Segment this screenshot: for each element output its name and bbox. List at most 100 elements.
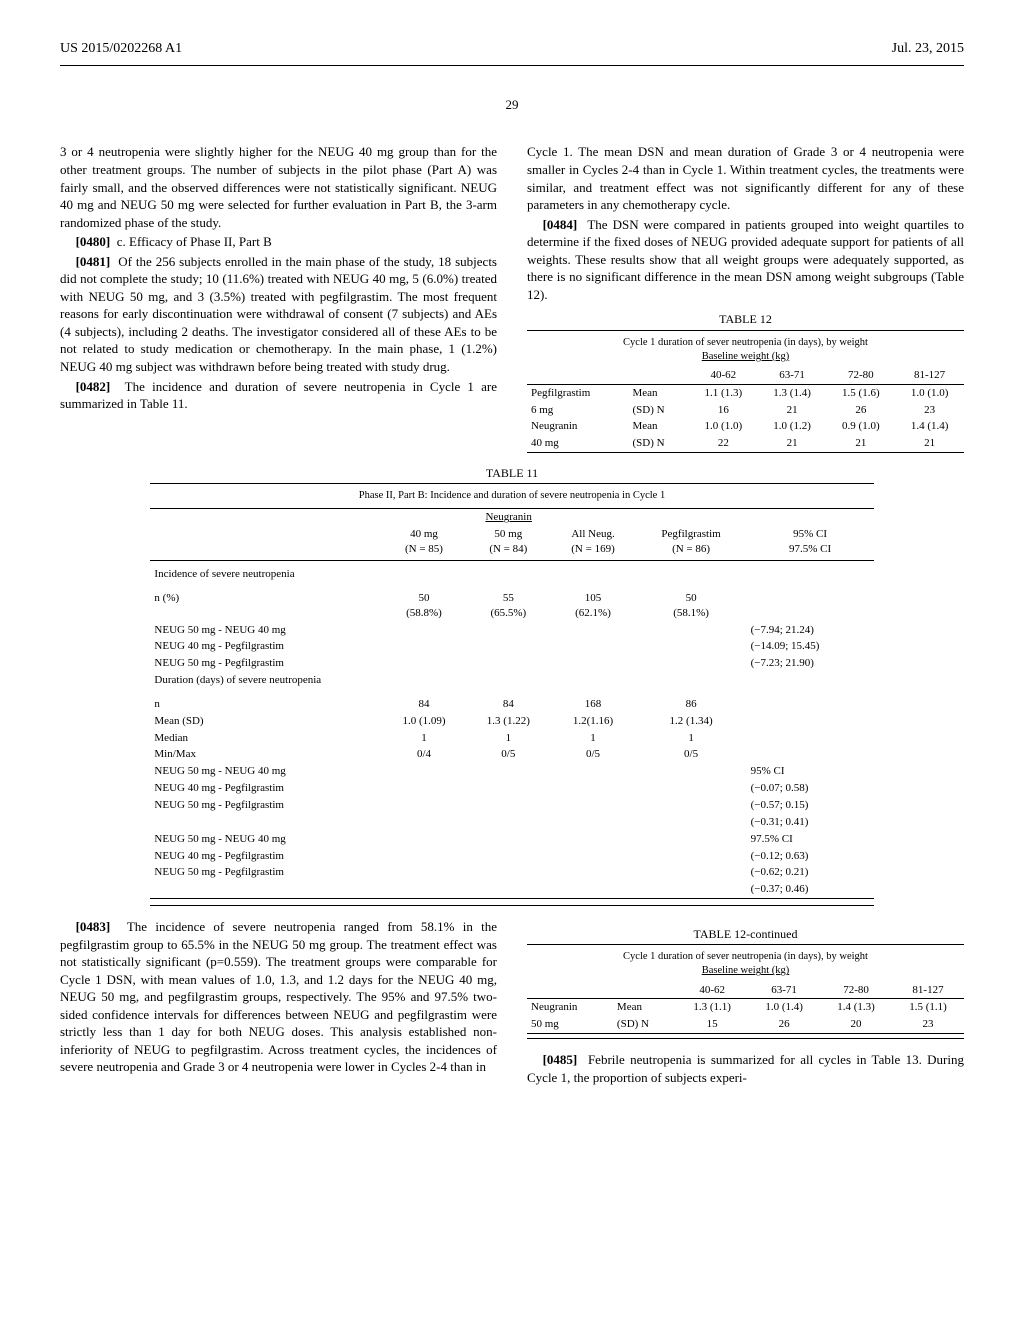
p0481: [0481] Of the 256 subjects enrolled in t… bbox=[60, 253, 497, 376]
t12c-r0-m1: Mean bbox=[613, 999, 676, 1016]
t12-r1-drug: Neugranin bbox=[527, 418, 628, 435]
p0483: [0483] The incidence of severe neutropen… bbox=[60, 918, 497, 1076]
t12-r1-v3a: 0.9 (1.0) bbox=[826, 418, 895, 435]
t12-c4: 81-127 bbox=[895, 367, 964, 384]
t11-ci2b-2-v: (−0.62; 0.21) bbox=[747, 864, 874, 881]
t11-npct-c2: 55 bbox=[503, 592, 514, 604]
t11-ci1-0-v: (−7.94; 21.24) bbox=[747, 622, 874, 639]
t11-c4: Pegfilgrastim bbox=[661, 528, 720, 540]
right-column-lower: TABLE 12-continued Cycle 1 duration of s… bbox=[527, 918, 964, 1088]
t12-r0-drug: Pegfilgrastim bbox=[531, 387, 590, 399]
p0482-num: [0482] bbox=[76, 379, 111, 394]
t11-ci2b-3-v: (−0.37; 0.46) bbox=[747, 881, 874, 898]
t12c-r0-drug: Neugranin bbox=[527, 999, 613, 1016]
t11-sec2: Duration (days) of severe neutropenia bbox=[150, 672, 381, 696]
t11-sec1: Incidence of severe neutropenia bbox=[150, 561, 381, 590]
t12c-c1: 40-62 bbox=[676, 982, 748, 999]
p0480-text: c. Efficacy of Phase II, Part B bbox=[117, 234, 272, 249]
t11-mean-c1: 1.0 (1.09) bbox=[382, 713, 466, 730]
t11-mean-l: Mean (SD) bbox=[150, 713, 381, 730]
t12-r0-m2: (SD) N bbox=[628, 402, 688, 419]
t11-ci1-1-l: NEUG 40 mg - Pegfilgrastim bbox=[150, 638, 381, 655]
t12-r1-v1a: 1.0 (1.0) bbox=[689, 418, 758, 435]
t12-cap1: Cycle 1 duration of sever neutropenia (i… bbox=[623, 337, 868, 348]
t12c-r0-v3a: 1.4 (1.3) bbox=[820, 999, 892, 1016]
t11-ci1-2-l: NEUG 50 mg - Pegfilgrastim bbox=[150, 655, 381, 672]
t11-n-l: n bbox=[150, 696, 381, 713]
p0480-num: [0480] bbox=[76, 234, 111, 249]
t12-r1-v3b: 21 bbox=[826, 435, 895, 452]
t11-c1: 40 mg bbox=[410, 528, 438, 540]
t12-r1-v4b: 21 bbox=[895, 435, 964, 452]
t12-r0-v2a: 1.3 (1.4) bbox=[758, 384, 827, 401]
t11-n-c1: 84 bbox=[382, 696, 466, 713]
right-column-upper: Cycle 1. The mean DSN and mean duration … bbox=[527, 143, 964, 453]
p-cont-right: Cycle 1. The mean DSN and mean duration … bbox=[527, 143, 964, 213]
t12-cap2: Baseline weight (kg) bbox=[702, 350, 789, 364]
table11-block: TABLE 11 Phase II, Part B: Incidence and… bbox=[60, 465, 964, 906]
t11-npct-c3b: (62.1%) bbox=[575, 607, 611, 619]
p0482-text: The incidence and duration of severe neu… bbox=[60, 379, 497, 412]
t12c-c3: 72-80 bbox=[820, 982, 892, 999]
t12-r1-v2b: 21 bbox=[758, 435, 827, 452]
t11-ci2a-1-v: (−0.07; 0.58) bbox=[747, 780, 874, 797]
t12c-r0-dose: 50 mg bbox=[527, 1016, 613, 1033]
t11-ci2b-1-v: (−0.12; 0.63) bbox=[747, 848, 874, 865]
p0485-num: [0485] bbox=[543, 1052, 578, 1067]
t11-c3: All Neug. bbox=[571, 528, 614, 540]
t12c-c2: 63-71 bbox=[748, 982, 820, 999]
t11-c2: 50 mg bbox=[494, 528, 522, 540]
t11-ci1-0-l: NEUG 50 mg - NEUG 40 mg bbox=[150, 622, 381, 639]
t11-n-c2: 84 bbox=[466, 696, 550, 713]
page-number: 29 bbox=[60, 96, 964, 114]
table12-label: TABLE 12 bbox=[527, 311, 964, 327]
t12-r0-v3a: 1.5 (1.6) bbox=[826, 384, 895, 401]
patent-id: US 2015/0202268 A1 bbox=[60, 40, 182, 59]
t11-ci2b-2-l: NEUG 50 mg - Pegfilgrastim bbox=[150, 864, 381, 881]
t12-r0-v3b: 26 bbox=[826, 402, 895, 419]
t12-r0-dose: 6 mg bbox=[527, 402, 628, 419]
table11-label: TABLE 11 bbox=[60, 465, 964, 481]
t11-ci2b-0-v: 97.5% CI bbox=[747, 831, 874, 848]
p0483-num: [0483] bbox=[76, 919, 111, 934]
t11-npct-label: n (%) bbox=[150, 590, 381, 622]
t12c-r0-m2: (SD) N bbox=[613, 1016, 676, 1033]
upper-columns: 3 or 4 neutropenia were slightly higher … bbox=[60, 143, 964, 453]
t11-mean-c3: 1.2(1.16) bbox=[551, 713, 636, 730]
t11-med-c3: 1 bbox=[551, 730, 636, 747]
t11-mm-c1: 0/4 bbox=[382, 746, 466, 763]
p0483-text: The incidence of severe neutropenia rang… bbox=[60, 919, 497, 1074]
left-column-upper: 3 or 4 neutropenia were slightly higher … bbox=[60, 143, 497, 453]
t11-mm-l: Min/Max bbox=[150, 746, 381, 763]
t11-caption: Phase II, Part B: Incidence and duration… bbox=[150, 486, 873, 506]
p0485: [0485] Febrile neutropenia is summarized… bbox=[527, 1051, 964, 1086]
t12c-r0-v1b: 15 bbox=[676, 1016, 748, 1033]
t12-r0-v2b: 21 bbox=[758, 402, 827, 419]
t12c-c4: 81-127 bbox=[892, 982, 964, 999]
t12c-cap1: Cycle 1 duration of sever neutropenia (i… bbox=[623, 951, 868, 962]
t12-r1-v4a: 1.4 (1.4) bbox=[895, 418, 964, 435]
t11-ci2a-2-v: (−0.57; 0.15) bbox=[747, 797, 874, 814]
t11-npct-c1: 50 bbox=[418, 592, 429, 604]
t11-ci2a-1-l: NEUG 40 mg - Pegfilgrastim bbox=[150, 780, 381, 797]
t12-r0-v1b: 16 bbox=[689, 402, 758, 419]
table12: Cycle 1 duration of sever neutropenia (i… bbox=[527, 330, 964, 454]
t11-ci2a-3-l bbox=[150, 814, 381, 831]
t12c-r0-v2a: 1.0 (1.4) bbox=[748, 999, 820, 1016]
t11-med-c2: 1 bbox=[466, 730, 550, 747]
t12-c2: 63-71 bbox=[758, 367, 827, 384]
t12-r0-v1a: 1.1 (1.3) bbox=[689, 384, 758, 401]
p0484-num: [0484] bbox=[543, 217, 578, 232]
header-rule bbox=[60, 65, 964, 66]
t12-r0-v4b: 23 bbox=[895, 402, 964, 419]
t12-r0-v4a: 1.0 (1.0) bbox=[895, 384, 964, 401]
t11-c5b: 97.5% CI bbox=[789, 543, 831, 555]
p0484: [0484] The DSN were compared in patients… bbox=[527, 216, 964, 304]
t11-ci2a-0-v: 95% CI bbox=[747, 763, 874, 780]
t11-n-c3: 168 bbox=[551, 696, 636, 713]
t11-n-c4: 86 bbox=[636, 696, 747, 713]
p0481-text: Of the 256 subjects enrolled in the main… bbox=[60, 254, 497, 374]
t11-c3b: (N = 169) bbox=[571, 543, 614, 555]
p0481-num: [0481] bbox=[76, 254, 111, 269]
t11-c2b: (N = 84) bbox=[489, 543, 527, 555]
